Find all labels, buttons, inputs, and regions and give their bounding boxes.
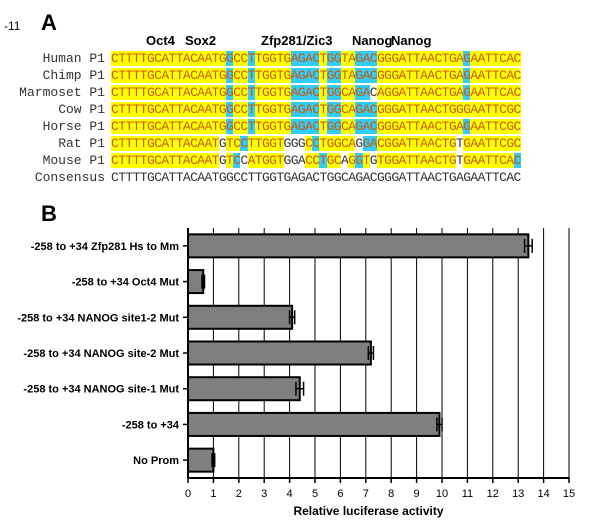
x-tick-label: 13 [512,488,524,500]
x-tick-label: 4 [287,488,293,500]
alignment-row-sequence: CTTTTGCATTACAATGTCCTTGGTGGGCCTGGCAGGACGG… [111,136,521,151]
category-label: -258 to +34 NANOG site-2 Mut [23,348,179,360]
alignment-row: Cow P1 CTTTTGCATTACAATGGCCTTGGTGAGACTGGCA… [0,102,600,117]
alignment-row-name: Mouse P1 [42,153,105,168]
alignment-row-name: Chimp P1 [42,68,105,83]
alignment-row-name: Horse P1 [42,119,105,134]
alignment-row-name: Marmoset P1 [19,85,105,100]
bar [187,233,530,259]
site-label-nanog-2: Nanog [391,33,432,48]
panel-b-label: B [41,201,57,226]
category-label: -258 to +34 NANOG site-1 Mut [23,384,179,396]
x-axis-label: Relative luciferase activity [293,504,443,518]
panel-a-label: A [41,10,57,35]
alignment-row-sequence: CTTTTGCATTACAATGGCCTTGGTGAGACTGGTAGACGGG… [111,68,521,83]
alignment-row: Mouse P1 CTTTTGCATTACAATGTCCATGGTGGACCTGC… [0,153,600,168]
bar [187,411,441,437]
site-label-oct4: Oct4 [146,33,175,48]
alignment-row-name: Consensus [34,170,105,185]
category-label: -258 to +34 NANOG site1-2 Mut [17,312,179,324]
luciferase-bar-chart: -258 to +34 Zfp281 Hs to Mm -258 to +34 O… [17,228,575,518]
alignment-row-sequence: CTTTTGCATTACAATGGCCTTGGTGAGACTGGCAGACGGG… [111,119,521,134]
x-tick-label: 12 [487,488,499,500]
x-tick-label: 2 [236,488,242,500]
alignment-row-sequence: CTTTTGCATTACAATGGCCTTGGTGAGACTGGTAGACGGG… [111,51,521,66]
x-tick-label: 1 [210,488,216,500]
alignment-row-name: Human P1 [42,51,105,66]
x-tick-label: 3 [261,488,267,500]
alignment-row-sequence: CTTTTGCATTACAATGGCCTTGGTGAGACTGGCAGACGGG… [111,170,521,185]
x-tick-label: 14 [537,488,549,500]
bar [187,340,372,366]
corner-label: -11 [4,19,21,33]
x-tick-label: 0 [185,488,191,500]
bar [187,269,205,295]
x-tick-label: 7 [363,488,369,500]
alignment-row-name: Cow P1 [58,102,105,117]
sequence-alignment: Human P1 CTTTTGCATTACAATGGCCTTGGTGAGACTGG… [0,51,600,185]
x-tick-label: 5 [312,488,318,500]
bar [187,304,294,330]
bar [187,376,301,402]
alignment-row: Marmoset P1 CTTTTGCATTACAATGGCCTTGGTGAGAC… [0,85,600,100]
alignment-row-sequence: CTTTTGCATTACAATGGCCTTGGTGAGACTGGCAGACGGG… [111,102,521,117]
alignment-row-name: Rat P1 [58,136,105,151]
alignment-row: Horse P1 CTTTTGCATTACAATGGCCTTGGTGAGACTGG… [0,119,600,134]
category-label: -258 to +34 Zfp281 Hs to Mm [31,241,179,253]
site-label-nanog-1: Nanog [352,33,393,48]
category-label: -258 to +34 [122,419,180,431]
alignment-row: Consensus CTTTTGCATTACAATGGCCTTGGTGAGACTG… [0,170,600,185]
alignment-row-sequence: CTTTTGCATTACAATGGCCTTGGTGAGACTGGCAGACAGG… [111,85,521,100]
x-tick-label: 11 [462,488,473,500]
alignment-row-sequence: CTTTTGCATTACAATGTCCATGGTGGACCTGCAGGTGTGG… [111,153,521,168]
alignment-row: Chimp P1 CTTTTGCATTACAATGGCCTTGGTGAGACTGG… [0,68,600,83]
alignment-row: Human P1 CTTTTGCATTACAATGGCCTTGGTGAGACTGG… [0,51,600,66]
x-tick-label: 15 [563,488,575,500]
alignment-row: Rat P1 CTTTTGCATTACAATGTCCTTGGTGGGCCTGGCA… [0,136,600,151]
x-tick-label: 8 [388,488,394,500]
x-tick-label: 6 [337,488,343,500]
x-tick-label: 10 [436,488,448,500]
category-label: -258 to +34 Oct4 Mut [72,277,180,289]
site-label-zfp281-zic3: Zfp281/Zic3 [261,33,333,48]
site-label-sox2: Sox2 [185,33,217,48]
category-label: No Prom [133,455,179,467]
bar [187,447,215,473]
x-tick-label: 9 [414,488,420,500]
